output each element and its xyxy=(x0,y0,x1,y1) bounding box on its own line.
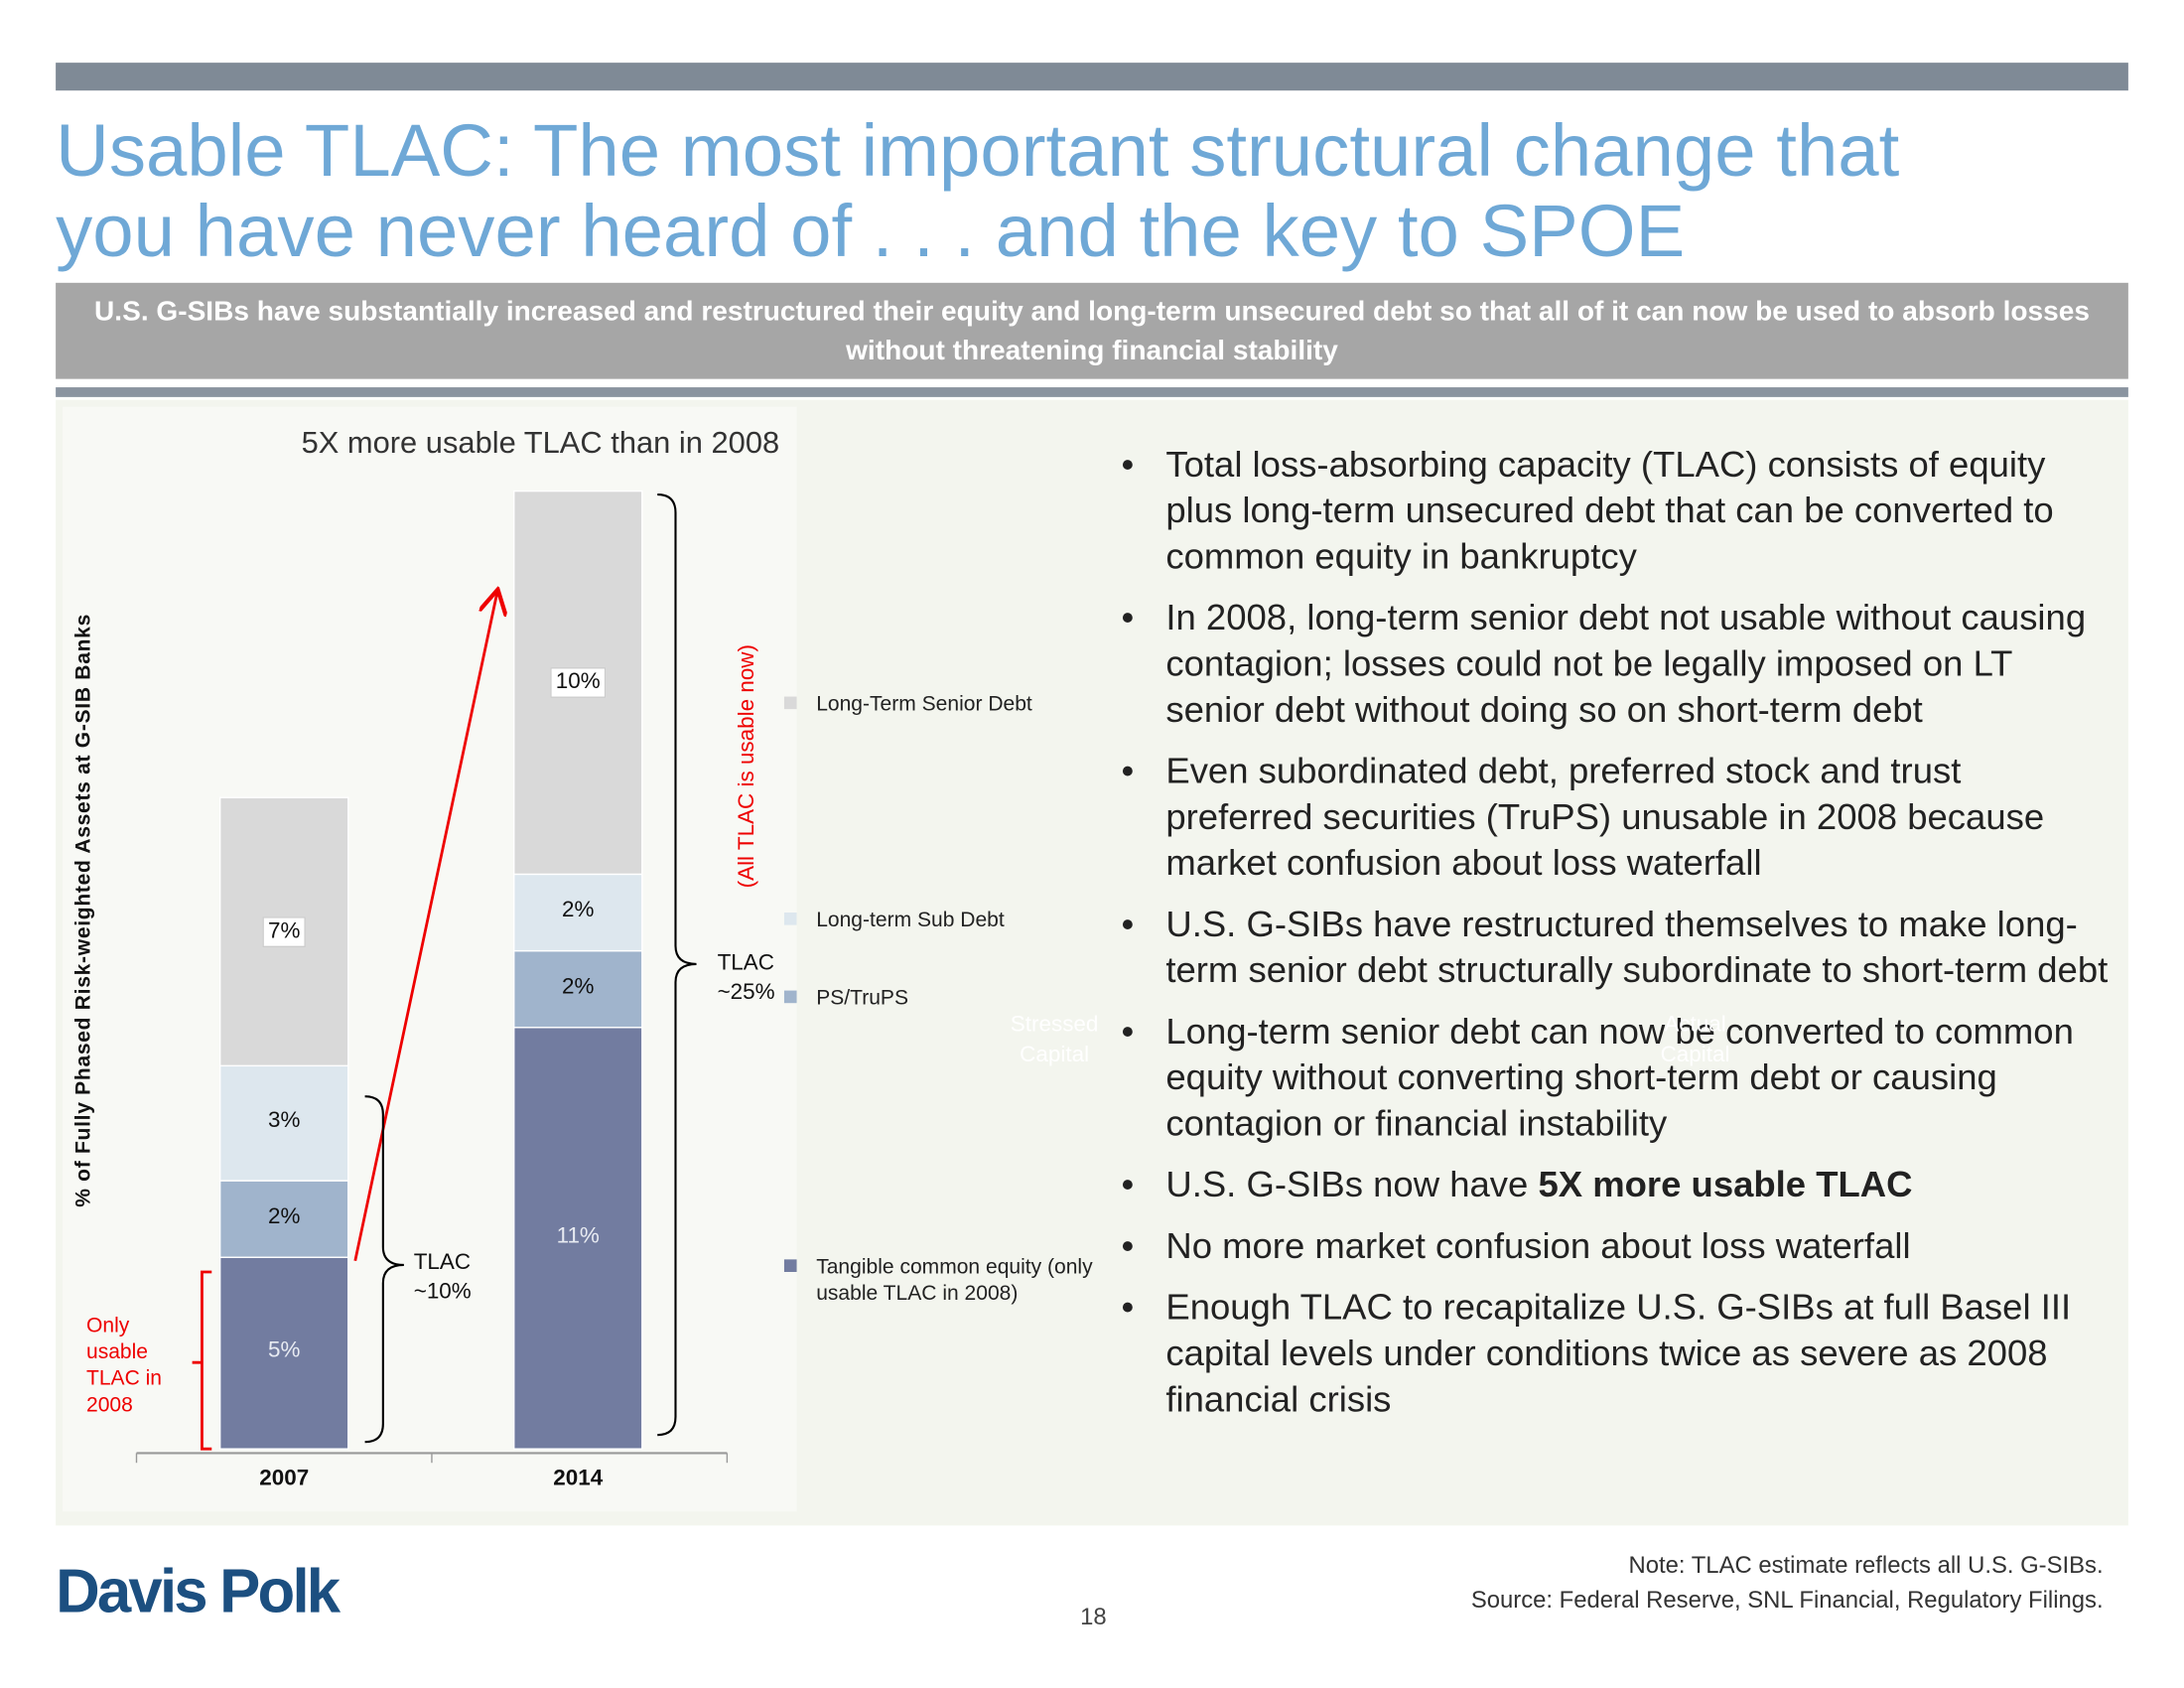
annotation: (All TLAC is usable now) xyxy=(735,644,759,889)
bracket xyxy=(364,1095,404,1444)
bar-segment xyxy=(218,1256,349,1450)
bullet: Even subordinated debt, preferred stock … xyxy=(1121,748,2116,886)
logo: Davis Polk xyxy=(56,1557,341,1626)
arrow xyxy=(353,592,497,1262)
value-label: 7% xyxy=(262,915,307,947)
divider xyxy=(56,387,2128,397)
y-axis-label: % of Fully Phased Risk-weighted Assets a… xyxy=(71,614,96,1207)
legend-label: PS/TruPS xyxy=(816,986,908,1011)
legend-swatch xyxy=(783,990,797,1004)
annotation: TLAC ~10% xyxy=(413,1250,472,1305)
title: Usable TLAC: The most important structur… xyxy=(56,111,2145,273)
bar-segment xyxy=(218,1064,349,1182)
legend-label: Long-term Sub Debt xyxy=(816,908,1005,932)
bracket xyxy=(657,493,697,1437)
bullet: Enough TLAC to recapitalize U.S. G-SIBs … xyxy=(1121,1285,2116,1423)
source: Source: Federal Reserve, SNL Financial, … xyxy=(1470,1587,2104,1614)
annotation: Only usable TLAC in 2008 xyxy=(85,1314,163,1417)
bullet: Long-term senior debt can now be convert… xyxy=(1121,1009,2116,1147)
bar-segment xyxy=(513,949,643,1029)
legend-label: Tangible common equity (only usable TLAC… xyxy=(816,1255,1093,1306)
value-label: 3% xyxy=(268,1109,301,1134)
legend-swatch xyxy=(783,913,797,925)
chart-title: 5X more usable TLAC than in 2008 xyxy=(301,424,780,461)
subtitle-bar xyxy=(56,282,2128,379)
bullet-text: U.S. G-SIBs now have xyxy=(1165,1163,1539,1205)
chart-panel xyxy=(63,406,797,1512)
subtitle: U.S. G-SIBs have substantially increased… xyxy=(94,296,2090,367)
bullet-area: Total loss-absorbing capacity (TLAC) con… xyxy=(1121,442,2116,1438)
bullet: No more market confusion about loss wate… xyxy=(1121,1223,2116,1269)
page-number: 18 xyxy=(1080,1603,1107,1630)
x-tick-label: 2007 xyxy=(259,1467,310,1491)
value-label: 11% xyxy=(556,1223,600,1248)
bullet: In 2008, long-term senior debt not usabl… xyxy=(1121,595,2116,733)
top-bar xyxy=(56,63,2128,91)
bar-segment xyxy=(513,1027,643,1450)
legend-swatch xyxy=(783,1259,797,1272)
title-line: you have never heard of . . . and the ke… xyxy=(56,191,1686,273)
bar-segment xyxy=(218,1180,349,1258)
title-line: Usable TLAC: The most important structur… xyxy=(56,109,1900,193)
annotation: Actual Capital xyxy=(1660,1013,1730,1067)
legend-label: Long-Term Senior Debt xyxy=(816,692,1032,717)
bracket xyxy=(192,1270,212,1451)
bullet: Total loss-absorbing capacity (TLAC) con… xyxy=(1121,442,2116,580)
bullet-emphasis: 5X more usable TLAC xyxy=(1538,1163,1913,1205)
bullet: U.S. G-SIBs have restructured themselves… xyxy=(1121,902,2116,994)
bullet: U.S. G-SIBs now have 5X more usable TLAC xyxy=(1121,1162,2116,1207)
value-label: 5% xyxy=(268,1338,301,1363)
value-label: 2% xyxy=(562,898,595,922)
footnote: Note: TLAC estimate reflects all U.S. G-… xyxy=(1628,1552,2104,1579)
legend-swatch xyxy=(783,696,797,710)
bar-segment xyxy=(513,873,643,952)
bullet-list: Total loss-absorbing capacity (TLAC) con… xyxy=(1121,442,2116,1423)
value-label: 2% xyxy=(562,975,595,999)
annotation: TLAC ~25% xyxy=(717,951,775,1005)
value-label: 10% xyxy=(550,667,607,698)
x-tick-label: 2014 xyxy=(553,1467,604,1491)
annotation: Stressed Capital xyxy=(1010,1013,1099,1067)
value-label: 2% xyxy=(268,1204,301,1229)
